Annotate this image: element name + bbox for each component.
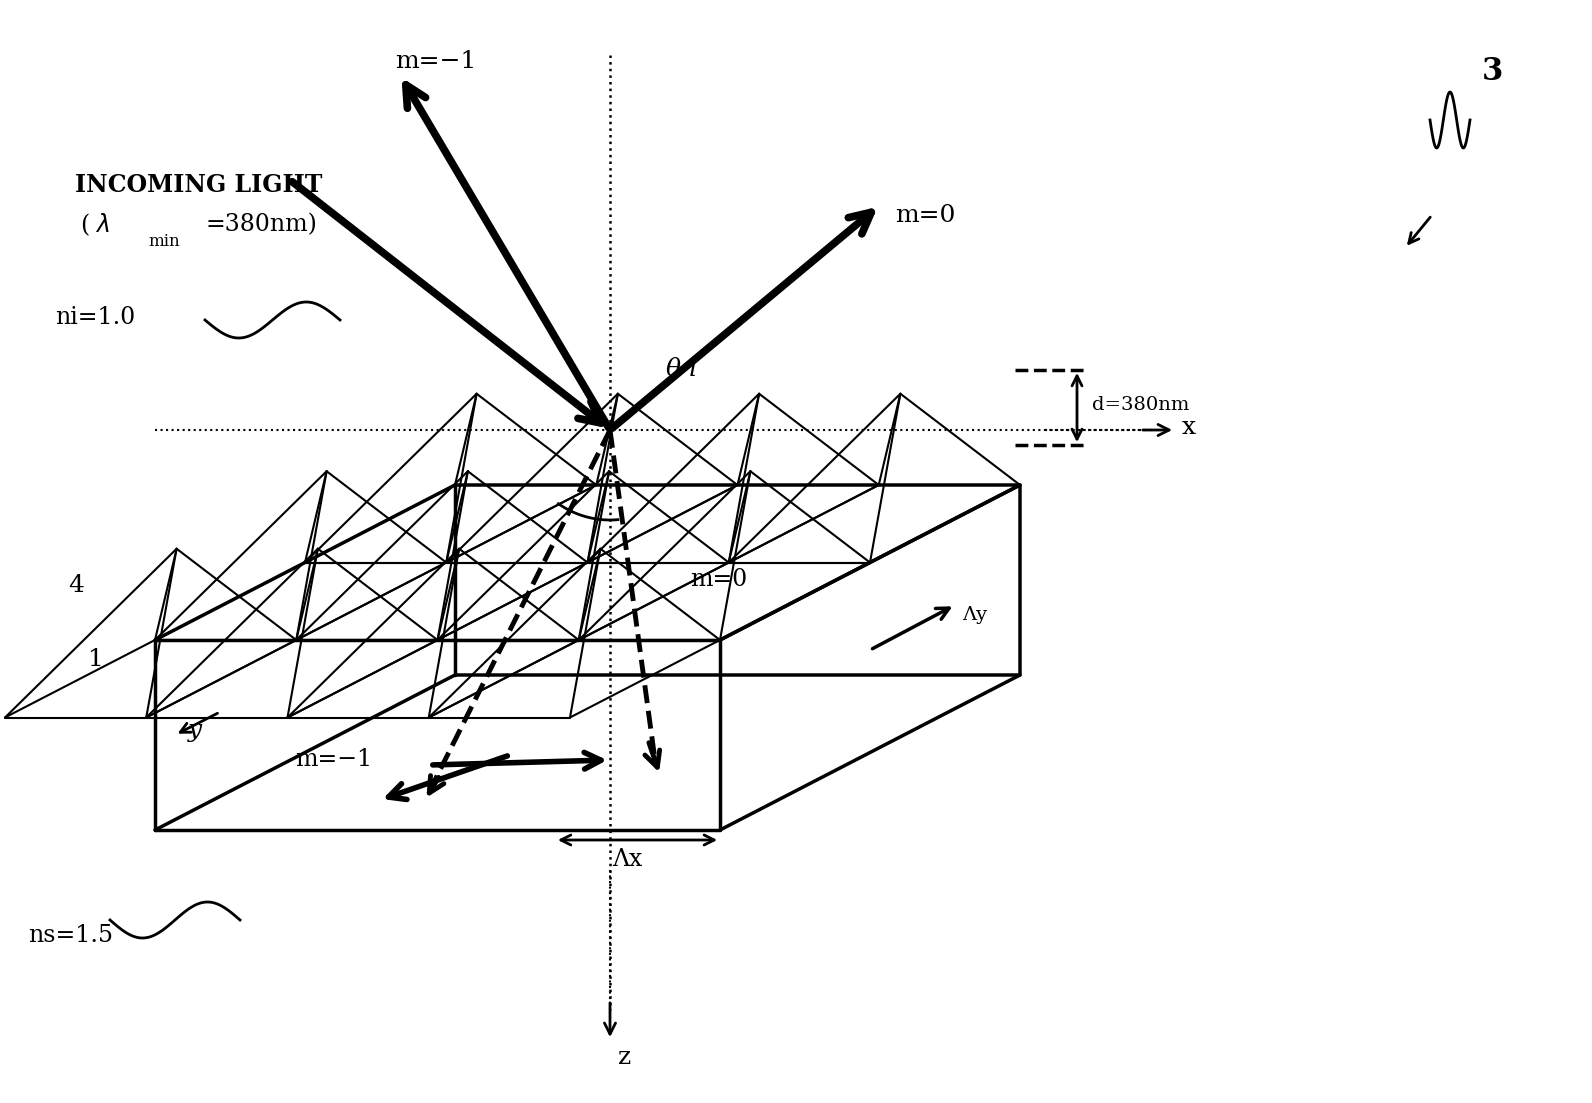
Text: y: y bbox=[188, 718, 202, 741]
Text: x: x bbox=[1181, 417, 1196, 439]
Text: m=−1: m=−1 bbox=[295, 749, 373, 771]
Text: ( $\lambda$: ( $\lambda$ bbox=[80, 212, 110, 238]
Text: Λx: Λx bbox=[611, 848, 642, 871]
Text: INCOMING LIGHT: INCOMING LIGHT bbox=[75, 173, 322, 197]
Text: 1: 1 bbox=[88, 649, 103, 672]
Text: m=0: m=0 bbox=[689, 568, 747, 591]
Text: 3: 3 bbox=[1482, 56, 1503, 87]
Text: ni=1.0: ni=1.0 bbox=[56, 307, 135, 330]
Text: z: z bbox=[618, 1047, 632, 1070]
Text: 4: 4 bbox=[68, 574, 84, 597]
Text: m=0: m=0 bbox=[895, 203, 955, 226]
Text: min: min bbox=[148, 234, 180, 250]
Text: ns=1.5: ns=1.5 bbox=[29, 923, 113, 946]
Text: =380nm): =380nm) bbox=[205, 214, 317, 236]
Text: θ i: θ i bbox=[665, 358, 697, 382]
Text: Λy: Λy bbox=[962, 606, 987, 624]
Text: d=380nm: d=380nm bbox=[1092, 396, 1189, 414]
Text: m=−1: m=−1 bbox=[395, 51, 476, 74]
